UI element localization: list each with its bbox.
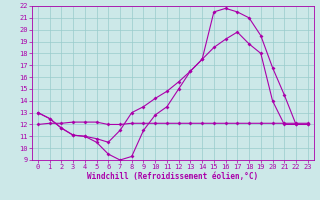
X-axis label: Windchill (Refroidissement éolien,°C): Windchill (Refroidissement éolien,°C) [87,172,258,181]
